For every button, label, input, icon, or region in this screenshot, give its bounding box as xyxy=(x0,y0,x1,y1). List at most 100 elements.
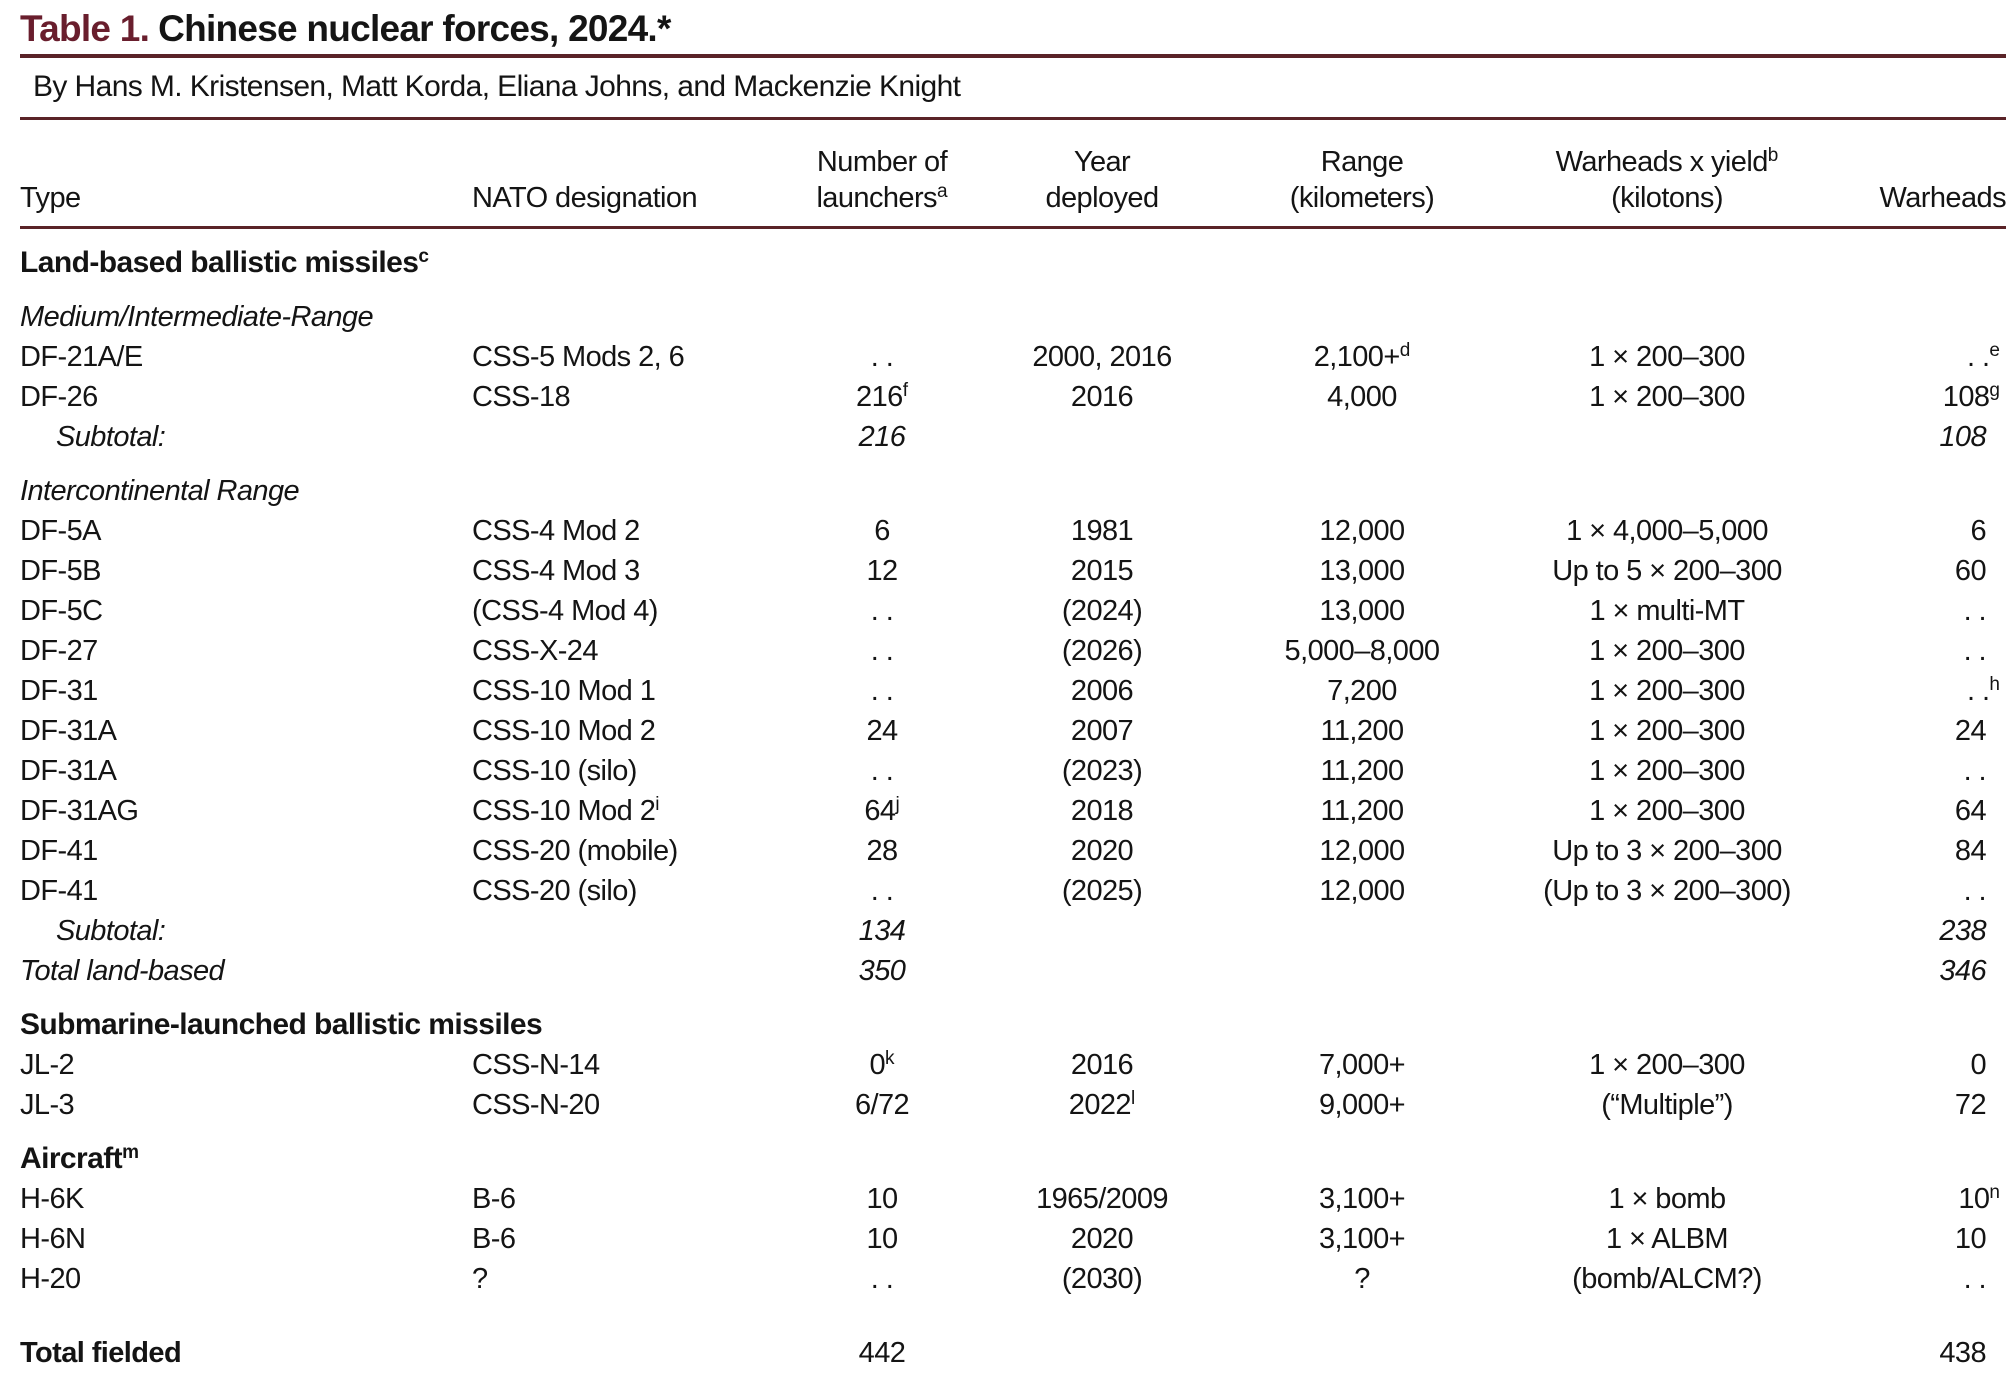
cell-year-deployed: 2015 xyxy=(1070,555,1134,587)
cell-nato-designation: CSS-18 xyxy=(472,381,571,413)
cell-warheads-yield: 1 × 200–300 xyxy=(1589,675,1745,707)
cell-nato-designation: CSS-4 Mod 3 xyxy=(472,555,640,587)
cell-warheads-yield: (bomb/ALCM?) xyxy=(1572,1263,1762,1295)
cell-year-deployed: 2016 xyxy=(1070,381,1134,413)
cell-type: Total land-based xyxy=(20,955,225,987)
cell-year-deployed xyxy=(962,951,1242,991)
cell-year-deployed: (2023) xyxy=(1061,755,1143,787)
cell-nato-designation xyxy=(472,951,802,991)
cell-warheads-yield: Up to 5 × 200–300 xyxy=(1552,555,1782,587)
cell-type: JL-2 xyxy=(20,1049,75,1081)
cell-type: DF-5A xyxy=(20,515,101,547)
cell-launchers: 10 xyxy=(866,1223,898,1255)
footnote-marker: b xyxy=(1767,144,1779,166)
cell-type: H-6K xyxy=(20,1183,84,1215)
cell-range: 13,000 xyxy=(1319,555,1405,587)
cell-warheads: 64 xyxy=(1954,795,1987,827)
cell-year-deployed: 2016 xyxy=(1070,1049,1134,1081)
cell-warheads: 24 xyxy=(1954,715,1987,747)
cell-launchers: . . xyxy=(870,635,894,667)
cell-nato-designation: CSS-X-24 xyxy=(472,635,598,667)
subsection-label: Intercontinental Range xyxy=(20,475,300,507)
cell-year-deployed: 2006 xyxy=(1070,675,1134,707)
column-header-range-kilometers: Range (kilometers) xyxy=(1242,120,1482,229)
table-body: Land-based ballistic missilesc Medium/Int… xyxy=(20,228,2006,1373)
cell-launchers: 12 xyxy=(866,555,898,587)
cell-range: 11,200 xyxy=(1320,755,1404,787)
cell-nato-designation: B-6 xyxy=(472,1223,516,1255)
cell-warheads: 346 xyxy=(1939,955,1986,987)
cell-range xyxy=(1242,417,1482,457)
cell-range: 3,100+ xyxy=(1318,1223,1406,1255)
cell-warheads: . .h xyxy=(1966,673,2000,707)
cell-range: 13,000 xyxy=(1319,595,1405,627)
table-header: Type NATO designation Number of launchersa Y… xyxy=(20,120,2007,229)
cell-warheads: 438 xyxy=(1939,1337,1986,1369)
cell-type: DF-31A xyxy=(20,715,117,747)
cell-warheads-yield: 1 × 200–300 xyxy=(1589,1049,1745,1081)
cell-range: 12,000 xyxy=(1319,875,1405,907)
table-row: DF-31 CSS-10 Mod 1 . . 2006 7,200 1 × 200–300… xyxy=(20,671,2006,711)
footnote-marker: n xyxy=(1989,1181,2000,1203)
cell-nato-designation: (CSS-4 Mod 4) xyxy=(472,595,658,627)
cell-type: DF-27 xyxy=(20,635,98,667)
column-header-year-deployed: Year deployed xyxy=(962,120,1242,229)
cell-launchers: 10 xyxy=(866,1183,898,1215)
cell-type: DF-31AG xyxy=(20,795,139,827)
cell-warheads-yield: 1 × 200–300 xyxy=(1589,715,1745,747)
cell-range xyxy=(1242,1299,1482,1373)
cell-nato-designation: CSS-10 Mod 2 xyxy=(472,715,656,747)
footnote-marker: m xyxy=(122,1141,139,1163)
cell-year-deployed xyxy=(962,417,1242,457)
cell-warheads: 6 xyxy=(1970,515,1986,547)
cell-nato-designation: CSS-N-20 xyxy=(472,1089,600,1121)
byline: By Hans M. Kristensen, Matt Korda, Elian… xyxy=(33,70,961,103)
title-divider xyxy=(20,54,2006,58)
cell-launchers: 24 xyxy=(866,715,898,747)
table-row: JL-3 CSS-N-20 6/72 2022l 9,000+ (“Multiple”) 7… xyxy=(20,1085,2006,1125)
cell-nato-designation: CSS-20 (mobile) xyxy=(472,835,678,867)
cell-range xyxy=(1242,951,1482,991)
cell-warheads-yield: 1 × multi-MT xyxy=(1589,595,1746,627)
totalitalic-row: Total land-based 350 346 xyxy=(20,951,2006,991)
cell-range: 9,000+ xyxy=(1318,1089,1406,1121)
cell-range: 2,100+d xyxy=(1313,339,1411,373)
cell-type: Subtotal: xyxy=(56,421,166,453)
cell-year-deployed: 2020 xyxy=(1070,835,1134,867)
cell-year-deployed xyxy=(962,1299,1242,1373)
cell-warheads: 72 xyxy=(1954,1089,1987,1121)
subsection-row: Medium/Intermediate-Range xyxy=(20,283,2006,337)
grand-row: Total fielded 442 438 xyxy=(20,1299,2006,1373)
table-row: DF-41 CSS-20 (mobile) 28 2020 12,000 Up to 3 … xyxy=(20,831,2006,871)
cell-warheads-yield: 1 × bomb xyxy=(1608,1183,1726,1215)
cell-year-deployed: (2030) xyxy=(1061,1263,1143,1295)
section-row: Land-based ballistic missilesc xyxy=(20,228,2006,284)
cell-range: 3,100+ xyxy=(1318,1183,1406,1215)
column-header-warheads-x-yield: Warheads x yieldb (kilotons) xyxy=(1482,120,1852,229)
footnote-marker: e xyxy=(1989,339,2000,361)
cell-nato-designation xyxy=(472,1299,802,1373)
footnote-marker: g xyxy=(1989,379,2000,401)
cell-launchers: 442 xyxy=(858,1337,906,1369)
cell-type: DF-21A/E xyxy=(20,341,143,373)
subtotal-row: Subtotal: 216 108 xyxy=(20,417,2006,457)
cell-nato-designation: CSS-10 Mod 1 xyxy=(472,675,656,707)
cell-launchers: . . xyxy=(870,1263,894,1295)
cell-nato-designation xyxy=(472,911,802,951)
table-number: Table 1. xyxy=(20,8,150,49)
cell-range: ? xyxy=(1354,1263,1370,1295)
cell-nato-designation: ? xyxy=(472,1263,488,1295)
cell-type: H-20 xyxy=(20,1263,81,1295)
cell-warheads-yield: 1 × 4,000–5,000 xyxy=(1566,515,1768,547)
cell-launchers: 6 xyxy=(874,515,890,547)
cell-warheads: 238 xyxy=(1939,915,1986,947)
cell-warheads: . . xyxy=(1963,1263,1987,1295)
cell-year-deployed: (2024) xyxy=(1061,595,1143,627)
cell-warheads: . . xyxy=(1963,755,1987,787)
cell-warheads-yield: 1 × ALBM xyxy=(1606,1223,1729,1255)
cell-nato-designation: CSS-10 Mod 2i xyxy=(472,793,660,827)
cell-warheads: 108g xyxy=(1942,379,2000,413)
cell-range: 12,000 xyxy=(1319,515,1405,547)
footnote-marker: a xyxy=(936,180,948,202)
